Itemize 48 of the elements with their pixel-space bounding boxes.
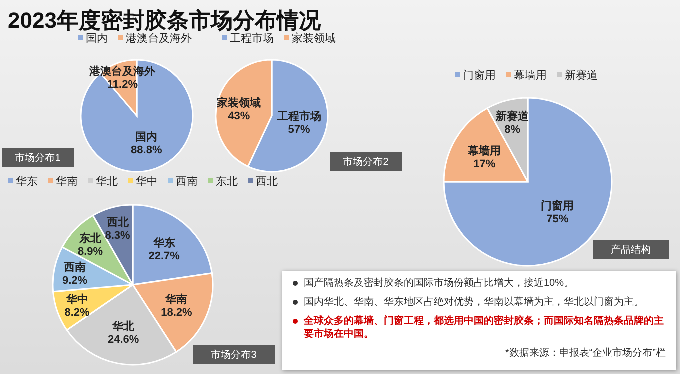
- text: 国内华北、华南、华东地区占绝对优势，华南以幕墙为主，华北以门窗为主。: [303, 296, 645, 309]
- slice-label: 西南: [63, 261, 86, 274]
- text: 产品结构: [611, 244, 651, 256]
- legend-label: 华中: [136, 175, 158, 188]
- text: 市场分布3: [211, 349, 258, 361]
- legend-label: 门窗用: [463, 69, 496, 82]
- text: 国产隔热条及密封胶条的国际市场份额占比增大，接近10%。: [303, 277, 576, 290]
- data-label: 57%: [288, 124, 311, 136]
- legend-label: 幕墙用: [514, 69, 547, 82]
- legend-label: 西南: [176, 175, 198, 188]
- legend-label: 家装领域: [292, 32, 336, 45]
- text: *数据来源：申报表“企业市场分布”栏: [504, 347, 666, 360]
- slice-label: 华南: [164, 292, 188, 306]
- slice-label: 门窗用: [541, 200, 574, 213]
- text: 市场分布2: [343, 156, 390, 168]
- slice-label: 华中: [65, 292, 88, 306]
- slice-label: 华东: [152, 236, 176, 250]
- chart-title: 2023年度密封胶条市场分布情况: [8, 8, 322, 33]
- legend-label: 西北: [256, 175, 278, 188]
- slice-label: 国内: [136, 130, 158, 144]
- text: 市场分布1: [15, 152, 62, 164]
- legend-label: 工程市场: [230, 32, 274, 45]
- data-label: 8.9%: [78, 246, 104, 258]
- legend-label: 新赛道: [565, 69, 598, 82]
- slice-label: 西北: [106, 216, 130, 229]
- data-label: 8.2%: [64, 306, 90, 319]
- legend-label: 国内: [86, 32, 108, 45]
- data-label: 17%: [474, 158, 496, 170]
- slice-label: 东北: [78, 232, 103, 245]
- data-label: 22.7%: [148, 250, 180, 263]
- legend-label: 东北: [216, 175, 238, 188]
- data-label: 8.3%: [105, 230, 131, 242]
- slice-label: 工程市场: [276, 110, 322, 124]
- legend-label: 港澳台及海外: [126, 32, 192, 45]
- slice-label: 华北: [112, 320, 136, 334]
- data-label: 24.6%: [108, 334, 140, 346]
- slice-label: 幕墙用: [467, 144, 502, 158]
- data-label: 18.2%: [161, 306, 193, 319]
- slice-label: 新赛道: [495, 110, 530, 123]
- legend-label: 华南: [56, 175, 78, 188]
- legend-label: 华北: [96, 175, 118, 188]
- data-label: 8%: [504, 124, 521, 136]
- data-label: 88.8%: [131, 144, 162, 156]
- text: 全球众多的幕墙、门窗工程，都选用中国的密封胶条；而国际知名隔热条品牌的主要市场在中国。: [303, 315, 665, 341]
- data-label: 75%: [546, 214, 569, 226]
- data-label: 9.2%: [62, 275, 88, 288]
- data-label: 43%: [228, 110, 250, 123]
- legend-label: 华东: [16, 175, 38, 188]
